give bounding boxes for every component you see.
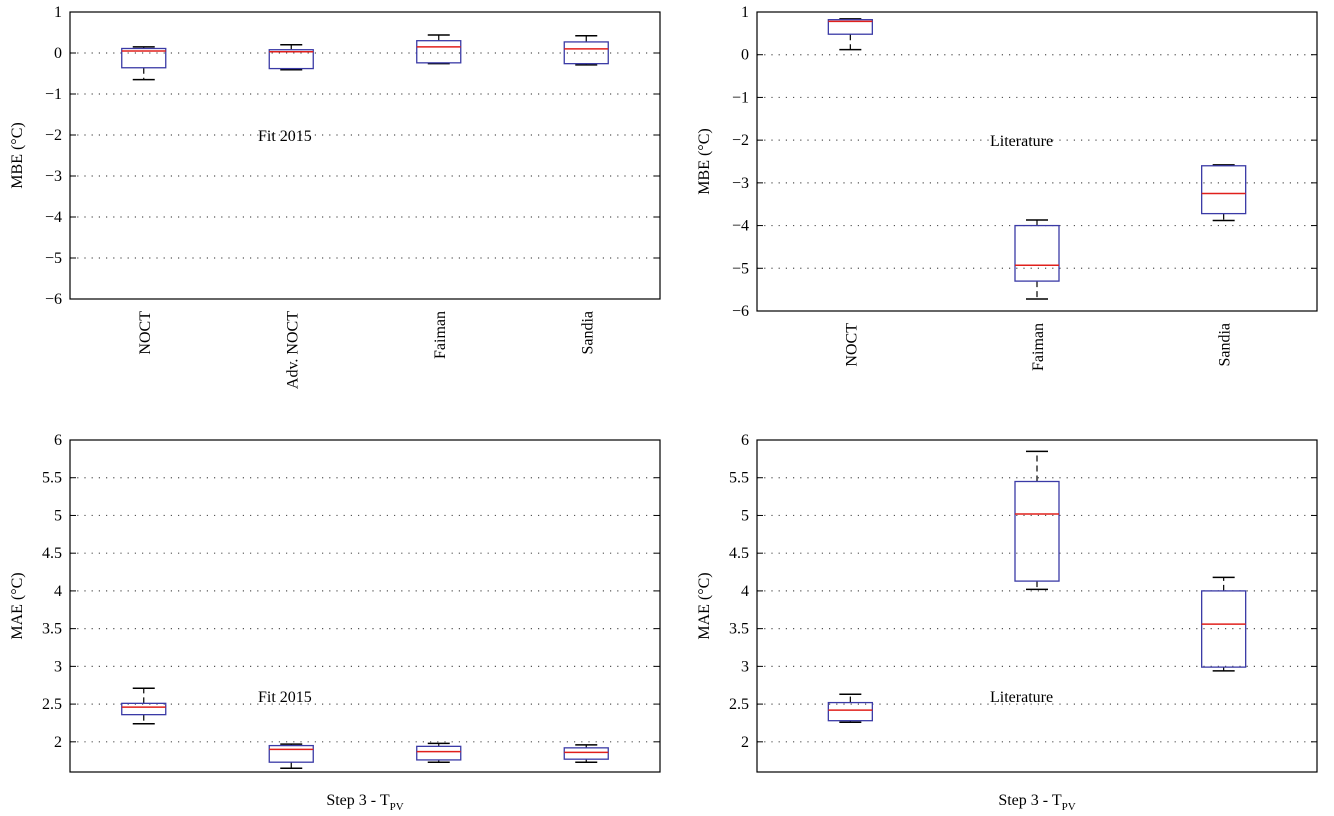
- y-tick-label: −5: [732, 260, 749, 277]
- iqr-box: [1201, 590, 1247, 668]
- category-label-noct: NOCT: [843, 323, 860, 367]
- iqr-box: [121, 702, 167, 716]
- chart-panel-2: 1 0 −1 −2 −3 −4 −5 −6 MBE (°C) NOCT Faiman Sandia Li…: [696, 4, 1318, 371]
- box-noct: [827, 18, 873, 51]
- y-tick-label: −1: [45, 86, 62, 103]
- y-axis-title: MBE (°C): [696, 128, 713, 194]
- y-tick-label: −4: [732, 218, 749, 235]
- box-faiman: [416, 34, 462, 65]
- box-2: [268, 743, 314, 769]
- y-tick-label: −5: [45, 250, 62, 267]
- x-axis-title-main: Step 3 - T: [998, 792, 1061, 809]
- plot-frame: [756, 439, 1318, 773]
- iqr-box: [563, 747, 609, 760]
- y-tick-label: −2: [732, 132, 749, 149]
- y-tick-label: 5.5: [42, 470, 62, 487]
- iqr-box: [268, 49, 314, 70]
- y-tick-label: 2.5: [42, 696, 62, 713]
- y-tick-label: −2: [45, 127, 62, 144]
- x-axis-title: Step 3 - TPV: [326, 792, 403, 813]
- iqr-box: [827, 19, 873, 35]
- category-label-sandia: Sandia: [579, 311, 596, 355]
- y-tick-label: 2.5: [729, 696, 749, 713]
- panel-annotation: Literature: [990, 133, 1053, 150]
- plot-frame: [69, 11, 661, 300]
- box-adv-noct: [268, 44, 314, 71]
- box-2: [1014, 450, 1060, 591]
- y-tick-label: 0: [741, 47, 749, 64]
- box-1: [121, 687, 167, 725]
- y-tick-label: 4.5: [42, 545, 62, 562]
- y-tick-label: 5.5: [729, 470, 749, 487]
- iqr-box: [1014, 224, 1060, 282]
- iqr-box: [416, 745, 462, 761]
- box-3: [1201, 576, 1247, 672]
- panel-annotation: Literature: [990, 689, 1053, 706]
- x-axis-title: Step 3 - TPV: [998, 792, 1075, 813]
- y-tick-label: 3: [741, 658, 749, 675]
- y-tick-label: 4.5: [729, 545, 749, 562]
- iqr-box: [121, 47, 167, 69]
- x-axis-title-main: Step 3 - T: [326, 792, 389, 809]
- y-tick-label: −3: [732, 175, 749, 192]
- panel-annotation: Fit 2015: [258, 128, 312, 145]
- y-tick-label: 5: [741, 507, 749, 524]
- category-label-faiman: Faiman: [432, 311, 449, 359]
- category-label-faiman: Faiman: [1030, 323, 1047, 371]
- iqr-box: [563, 41, 609, 65]
- y-tick-label: −6: [45, 291, 62, 308]
- iqr-box: [1201, 165, 1247, 215]
- y-tick-label: −6: [732, 303, 749, 320]
- y-tick-label: 1: [54, 4, 62, 21]
- y-tick-label: −3: [45, 168, 62, 185]
- plot-frame: [69, 439, 661, 773]
- y-tick-label: 3: [54, 658, 62, 675]
- y-tick-label: 2: [741, 734, 749, 751]
- iqr-box: [827, 701, 873, 722]
- y-tick-label: 6: [54, 432, 62, 449]
- y-tick-label: 3.5: [729, 621, 749, 638]
- chart-panel-4: 6 5.5 5 4.5 4 3.5 3 2.5 2 MAE (°C) Literature Step …: [696, 432, 1318, 813]
- y-tick-label: 1: [741, 4, 749, 21]
- iqr-box: [1014, 480, 1060, 582]
- chart-panel-1: 1 0 −1 −2 −3 −4 −5 −6 MBE (°C) NOCT Adv. NOCT Faima…: [9, 4, 661, 389]
- y-tick-label: 4: [741, 583, 749, 600]
- iqr-box: [416, 40, 462, 64]
- y-tick-label: −1: [732, 89, 749, 106]
- plot-frame: [756, 11, 1318, 312]
- category-label-noct: NOCT: [137, 311, 154, 355]
- iqr-box: [268, 744, 314, 763]
- panel-annotation: Fit 2015: [258, 689, 312, 706]
- y-tick-label: 2: [54, 734, 62, 751]
- y-tick-label: −4: [45, 209, 62, 226]
- box-3: [416, 742, 462, 763]
- box-faiman: [1014, 219, 1060, 300]
- box-sandia: [563, 35, 609, 66]
- y-tick-label: 6: [741, 432, 749, 449]
- box-sandia: [1201, 164, 1247, 222]
- y-tick-label: 3.5: [42, 621, 62, 638]
- x-axis-title-subscript: PV: [390, 801, 404, 813]
- chart-panel-3: 6 5.5 5 4.5 4 3.5 3 2.5 2 MAE (°C) Fit 2015 Step 3 …: [9, 432, 661, 813]
- box-4: [563, 744, 609, 763]
- y-axis-title: MAE (°C): [9, 572, 26, 639]
- category-label-adv-noct: Adv. NOCT: [284, 311, 301, 389]
- y-axis-title: MBE (°C): [9, 122, 26, 188]
- y-axis-title: MAE (°C): [696, 572, 713, 639]
- box-1: [827, 693, 873, 723]
- x-axis-title-subscript: PV: [1062, 801, 1076, 813]
- y-tick-label: 4: [54, 583, 62, 600]
- y-tick-label: 0: [54, 45, 62, 62]
- category-label-sandia: Sandia: [1217, 323, 1234, 367]
- box-noct: [121, 46, 167, 81]
- y-tick-label: 5: [54, 507, 62, 524]
